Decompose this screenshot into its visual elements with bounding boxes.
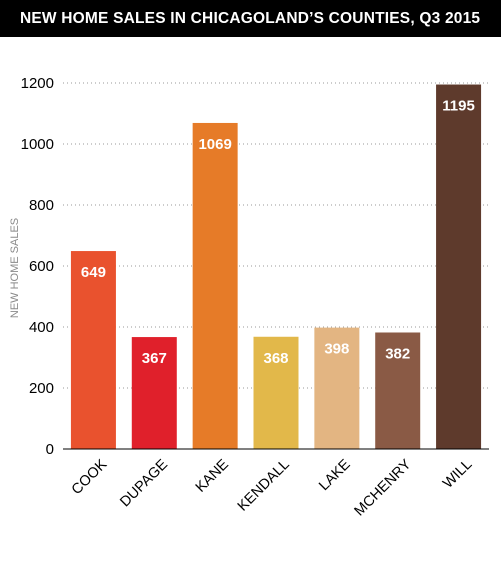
x-tick-label: LAKE <box>316 456 354 494</box>
bar-kane <box>192 122 238 449</box>
y-tick-label: 1200 <box>21 75 54 92</box>
bar-value-label: 1195 <box>442 98 475 115</box>
bar-lake <box>314 327 360 449</box>
x-tick-label: KANE <box>193 456 232 495</box>
y-tick-label: 200 <box>29 380 54 397</box>
bar-value-label: 398 <box>324 341 349 358</box>
y-axis-title: NEW HOME SALES <box>9 218 21 318</box>
bar-value-label: 649 <box>81 264 106 281</box>
y-tick-label: 400 <box>29 319 54 336</box>
bar-will <box>436 84 482 450</box>
y-tick-label: 1000 <box>21 136 54 153</box>
x-tick-label: KENDALL <box>235 457 293 515</box>
bar-cook <box>70 251 116 449</box>
y-tick-label: 600 <box>29 258 54 275</box>
y-tick-label: 800 <box>29 197 54 214</box>
y-axis-ticks: 0 200 400 600 800 1000 1200 <box>21 75 54 458</box>
x-tick-label: WILL <box>440 457 475 492</box>
x-tick-label: MCHENRY <box>352 456 415 519</box>
bar-dupage <box>131 337 177 449</box>
y-tick-label: 0 <box>46 441 54 458</box>
bar-value-label: 367 <box>142 350 167 367</box>
x-tick-label: DUPAGE <box>117 456 171 510</box>
x-tick-label: COOK <box>69 456 111 498</box>
bar-value-label: 368 <box>263 350 288 367</box>
bar-mchenry <box>375 332 421 449</box>
bar-value-label: 382 <box>385 345 410 362</box>
title-bar: NEW HOME SALES IN CHICAGOLAND’S COUNTIES… <box>0 0 501 37</box>
bar-kendall <box>253 336 299 449</box>
chart-title: NEW HOME SALES IN CHICAGOLAND’S COUNTIES… <box>20 10 481 27</box>
bars: 649 367 1069 368 398 382 1195 <box>70 84 482 450</box>
bar-value-label: 1069 <box>198 136 231 153</box>
